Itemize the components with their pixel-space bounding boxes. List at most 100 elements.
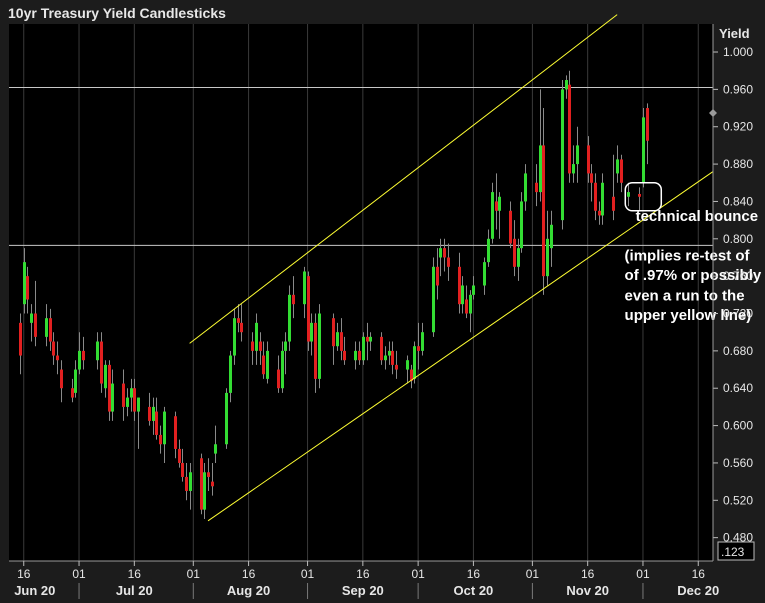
candle — [225, 388, 228, 449]
candle — [214, 425, 217, 463]
y-tick-label: 0.840 — [723, 194, 753, 208]
candle-body — [535, 182, 538, 193]
x-month-label: Sep 20 — [342, 583, 384, 598]
candle — [458, 252, 461, 314]
candle — [391, 341, 394, 375]
candle — [576, 126, 579, 183]
candle-body — [576, 145, 579, 165]
candle — [281, 341, 284, 393]
candle-body — [122, 383, 125, 407]
annotations-layer: technical bounce (implies re-test of of .9… — [624, 182, 762, 324]
x-month-label: Oct 20 — [454, 583, 494, 598]
candle-body — [487, 238, 490, 263]
annotation-note1: (implies re-test of — [625, 247, 751, 264]
candle — [237, 304, 240, 333]
candle — [568, 70, 571, 183]
candle — [314, 313, 317, 393]
candle-body — [362, 336, 365, 361]
candle-body — [642, 117, 645, 183]
candle — [620, 154, 623, 193]
candle — [598, 201, 601, 225]
candle-body — [358, 350, 361, 361]
candle-body — [616, 159, 619, 174]
candle-body — [366, 336, 369, 342]
y-axis-title: Yield — [719, 26, 750, 41]
candle — [185, 462, 188, 501]
candle — [152, 397, 155, 435]
candles-layer — [19, 70, 649, 519]
candle — [524, 164, 527, 211]
y-tick-label: 0.600 — [723, 419, 753, 433]
candle-body — [174, 416, 177, 449]
y-axis: Yield 1.000 0.960 0.920 0.880 0.840 0.800 0.76… — [709, 24, 753, 561]
candle — [590, 164, 593, 202]
candle — [266, 341, 269, 384]
candle — [491, 182, 494, 244]
candle — [96, 332, 99, 370]
corner-value-box — [717, 541, 755, 561]
candle — [52, 332, 55, 365]
candle — [509, 201, 512, 249]
candle-body — [148, 406, 151, 421]
candle-body — [100, 341, 103, 384]
candle-body — [568, 84, 571, 174]
candle — [572, 145, 575, 183]
candle-body — [23, 262, 26, 305]
candle — [362, 332, 365, 365]
annotation-bounce: technical bounce — [636, 208, 759, 225]
candle — [174, 411, 177, 459]
candle — [601, 173, 604, 225]
candle-body — [439, 248, 442, 258]
candle — [181, 448, 184, 482]
corner-value: .123 — [721, 545, 745, 559]
y-tick-label: 0.560 — [723, 456, 753, 470]
candle-body — [262, 355, 265, 375]
candle-body — [281, 350, 284, 389]
candle — [259, 332, 262, 365]
candle — [483, 257, 486, 295]
candle-body — [30, 313, 33, 323]
candle — [130, 378, 133, 412]
candle — [71, 378, 74, 403]
candle-body — [638, 193, 641, 197]
candle-body — [292, 294, 295, 305]
candle-body — [594, 182, 597, 211]
candle — [56, 341, 59, 375]
y-tick-label: 0.480 — [723, 531, 753, 545]
candle — [542, 108, 545, 295]
candle — [284, 332, 287, 375]
candle — [104, 360, 107, 398]
candle — [133, 378, 136, 421]
x-tick-label: 16 — [467, 567, 481, 581]
candle — [539, 89, 542, 202]
candle — [148, 392, 151, 426]
candle-body — [343, 350, 346, 361]
candle-body — [240, 322, 243, 333]
candle-body — [229, 355, 232, 393]
y-tick-label: 0.680 — [723, 344, 753, 358]
candle — [413, 341, 416, 384]
candle-body — [410, 369, 413, 381]
candle-body — [469, 294, 472, 314]
candle-body — [111, 383, 114, 412]
candle-body — [539, 145, 542, 193]
x-tick-label: 01 — [301, 567, 315, 581]
candle-body — [509, 210, 512, 244]
candle — [336, 322, 339, 351]
x-month-label: Dec 20 — [677, 583, 719, 598]
candle-body — [266, 350, 269, 379]
candle — [439, 238, 442, 277]
candle — [318, 304, 321, 389]
candle — [23, 248, 26, 314]
candle — [410, 364, 413, 389]
horizontal-lines — [9, 87, 713, 246]
candle-body — [517, 248, 520, 267]
candle-body — [546, 238, 549, 277]
candle-body — [421, 332, 424, 351]
candle-body — [572, 164, 575, 174]
candle-body — [443, 248, 446, 258]
candle-body — [310, 322, 313, 342]
candle — [627, 182, 630, 207]
candle — [45, 304, 48, 347]
candle-body — [133, 388, 136, 412]
